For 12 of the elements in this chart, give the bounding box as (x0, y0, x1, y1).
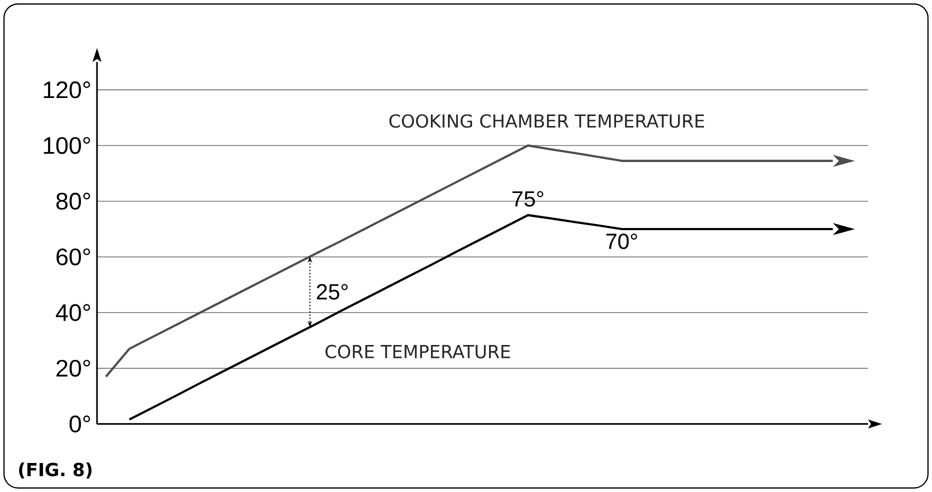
y-tick-label: 0° (70, 416, 90, 432)
y-tick-label: 20° (56, 360, 90, 377)
y-tick-label: 40° (56, 304, 90, 322)
y-tick-label: 60° (56, 248, 90, 266)
y-tick-label: 80° (56, 192, 90, 210)
series-label: COOKING CHAMBER TEMPERATURE (389, 114, 704, 128)
y-tick-label: 120° (44, 81, 90, 98)
y-tick-label: 100° (44, 137, 90, 154)
annotation: 70° (606, 234, 638, 250)
legend-label: CORE TEMPERATURE (326, 344, 510, 358)
text: (FIG. 8) (19, 462, 92, 478)
annotation: 25° (316, 284, 348, 300)
